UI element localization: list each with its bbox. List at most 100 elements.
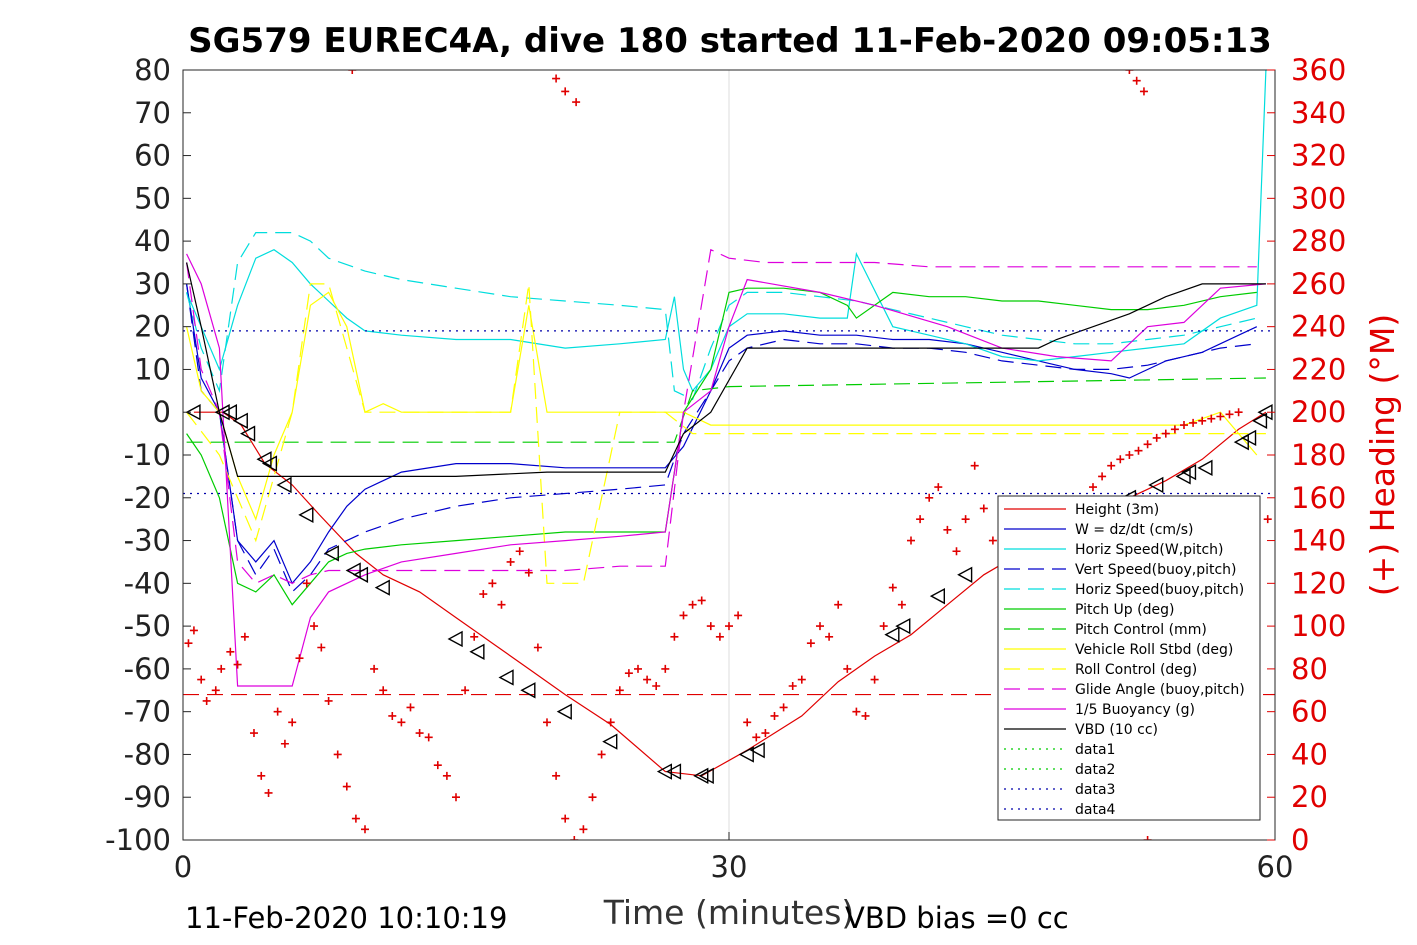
triangle-marker [498,669,514,686]
triangle-marker [185,404,201,421]
heading-point [1207,414,1216,423]
y2-axis-label: (+) Heading (°M) [1363,314,1402,596]
heading-point [752,733,761,742]
x-axis-label: Time (minutes) [603,893,855,932]
footer-timestamp: 11-Feb-2020 10:10:19 [185,901,507,935]
triangle-marker [698,767,714,785]
x-tick-label: 30 [711,850,748,884]
heading-point [379,686,388,695]
y2-tick-label: 360 [1291,53,1346,87]
heading-point [770,711,779,720]
legend-label: VBD (10 cc) [1075,722,1158,738]
heading-point [240,632,249,641]
legend-label: data1 [1075,742,1115,758]
heading-point [1098,472,1107,481]
y-tick-label: 0 [153,395,171,429]
heading-point [634,664,642,673]
heading-point [226,647,235,656]
series-line-6 [186,377,1266,443]
heading-point [597,750,606,759]
heading-point [1143,440,1152,449]
heading-point [570,836,579,840]
heading-point [816,622,824,631]
y2-tick-label: 80 [1291,652,1328,686]
heading-point [524,568,533,577]
legend-label: Roll Control (deg) [1075,662,1197,678]
heading-point [302,579,311,588]
heading-point [725,622,733,631]
triangle-marker [323,545,339,562]
heading-point [1225,410,1234,419]
series-line-10 [186,253,1266,687]
heading-point [961,515,970,524]
heading-point [515,547,524,556]
heading-point [1107,461,1116,470]
heading-point [988,536,997,545]
legend-label: Horiz Speed(buoy,pitch) [1075,582,1244,598]
triangle-marker [1148,476,1164,494]
heading-point [761,729,770,738]
y2-tick-label: 240 [1291,310,1346,344]
legend-label: data2 [1075,762,1115,778]
heading-point [661,664,670,673]
triangle-marker [693,767,709,785]
heading-point [552,771,561,780]
heading-point [233,660,242,669]
y2-tick-label: 300 [1291,181,1346,215]
heading-point [257,771,266,780]
heading-point [561,814,570,823]
heading-point [706,622,715,631]
heading-point [189,626,198,635]
heading-point [264,788,273,797]
series-line-5 [186,287,1257,606]
series-line-8 [186,283,1266,584]
y-tick-label: -40 [124,566,171,600]
heading-point [1234,408,1243,417]
ticks: 80706050403020100-10-20-30-40-50-60-70-8… [105,53,1346,884]
y2-tick-label: 200 [1291,395,1346,429]
heading-point [442,771,451,780]
triangle-marker [298,506,314,524]
heading-point [1189,418,1198,427]
heading-point [288,718,297,727]
heading-point [806,639,815,648]
heading-point [310,622,319,631]
heading-point [697,596,706,605]
heading-point [1134,446,1143,455]
chart-title: SG579 EUREC4A, dive 180 started 11-Feb-2… [188,21,1272,61]
heading-point [688,600,697,609]
heading-point [506,557,515,566]
y2-tick-label: 120 [1291,566,1346,600]
heading-point [1180,421,1188,430]
heading-point [916,515,925,524]
heading-point [351,814,360,823]
heading-point [852,707,861,716]
y-tick-label: 80 [134,53,171,87]
y2-tick-label: 20 [1291,780,1328,814]
y2-tick-label: 160 [1291,481,1346,515]
triangle-marker [261,455,278,472]
heading-point [870,675,879,684]
triangle-marker [214,404,230,421]
heading-point [952,547,961,556]
y-tick-label: -10 [124,438,171,472]
legend-label: Glide Angle (buoy,pitch) [1075,682,1245,698]
heading-point [1143,836,1152,840]
y-tick-label: 70 [134,96,171,130]
heading-point [588,793,597,802]
heading-point [452,793,460,802]
y2-tick-label: 280 [1291,224,1346,258]
heading-point [211,686,220,695]
heading-point [470,632,479,641]
heading-point [670,632,679,641]
heading-point [734,611,743,620]
y2-tick-label: 100 [1291,609,1346,643]
triangle-marker [602,733,618,750]
heading-point [579,825,588,834]
heading-point [184,639,193,648]
heading-point [348,70,357,74]
heading-point [970,461,979,470]
y-tick-label: -30 [124,524,171,558]
y2-tick-label: 180 [1291,438,1346,472]
triangle-marker [1180,463,1197,481]
